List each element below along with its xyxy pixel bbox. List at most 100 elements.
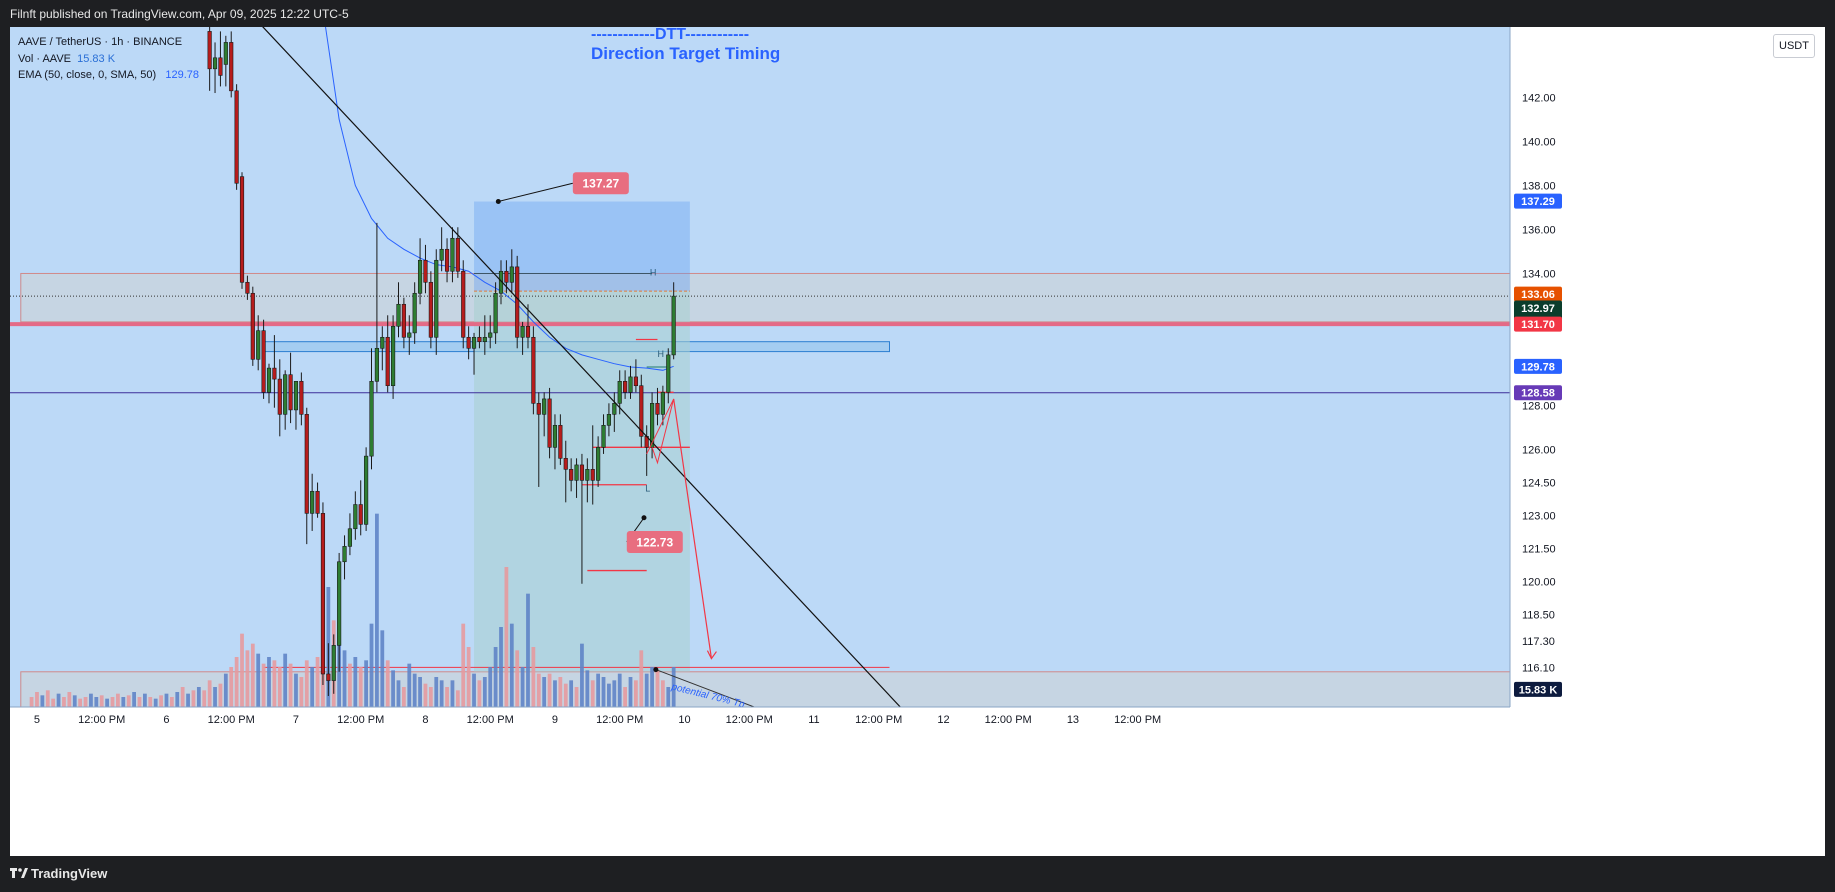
volume-bar [159,695,163,707]
volume-bar [536,673,541,707]
volume-bar [51,698,56,707]
candle-body [482,336,487,342]
volume-bar [143,693,147,707]
dtt-title: Direction Target Timing [591,44,781,63]
zone-demand [20,671,1510,707]
volume-bar [213,687,217,707]
candle-body [509,266,514,283]
volume-bar [99,695,104,707]
volume-bar [493,647,498,707]
price-badge-text-2: 132.97 [1521,303,1555,315]
price-tick-label: 123.00 [1522,511,1556,523]
volume-bar [121,697,126,707]
volume-bar [223,673,228,707]
target-badge-text-0: 137.27 [582,177,619,191]
symbol-title[interactable]: AAVE / TetherUS · 1h · BINANCE [18,36,183,48]
volume-bar [542,677,547,707]
target-dot-lower [641,515,647,521]
candle-body [380,336,385,349]
candle-body [590,469,595,481]
candle-body [660,392,665,415]
time-tick-label: 9 [552,714,558,726]
volume-bar [45,690,50,707]
candle-body [358,504,363,525]
volume-bar [569,680,574,707]
candle-body [569,469,574,481]
volume-bar [175,692,180,707]
candle-body [671,295,676,356]
volume-bar [482,677,487,707]
candle-body [218,57,223,76]
target-leader-upper [498,182,573,202]
volume-bar [515,650,520,707]
price-badge-text-4: 129.78 [1521,361,1555,373]
volume-bar [553,680,557,707]
candle-body [547,398,552,448]
chart-legend: AAVE / TetherUS · 1h · BINANCE Vol · AAV… [18,34,199,84]
volume-bar [83,697,88,707]
volume-bar [304,660,309,707]
volume-bar [617,673,622,707]
volume-bar [153,698,158,707]
candle-body [434,259,439,338]
candle-body [283,374,288,415]
volume-bar [94,697,99,707]
candle-body [552,425,558,448]
volume-bar [348,663,352,707]
volume-bar [488,667,493,707]
volume-bar [78,698,83,707]
candle-body [525,325,531,338]
candle-body [444,248,450,272]
currency-button[interactable]: USDT [1773,34,1815,58]
volume-bar [418,677,422,707]
candle-body [391,325,396,387]
volume-bar [574,687,579,707]
price-tick-label: 118.50 [1522,610,1555,622]
volume-bar [283,653,288,707]
candle-body [212,57,218,70]
volume-bar [116,693,120,707]
volume-bar [423,683,428,707]
volume-bar [585,670,590,707]
volume-bar [180,687,185,707]
level-letter-2: L [645,483,650,493]
time-tick-label: 12:00 PM [78,714,125,726]
candle-body [234,90,239,184]
candle-body [256,330,261,360]
candle-body [488,332,493,338]
volume-bar [89,693,93,707]
volume-bar [455,690,460,707]
projection-zigzag [646,398,675,465]
price-badge-1 [1514,286,1562,302]
time-tick-label: 12 [937,714,949,726]
volume-bar [563,683,568,707]
chart-canvas[interactable]: potential 70% Tp137.27122.73HHL142.00140… [10,27,1825,856]
publish-header-text: Filnft published on TradingView.com, Apr… [10,7,349,21]
target-dot-upper [495,199,501,205]
candle-body [455,237,460,272]
volume-bar [110,697,115,707]
volume-bar [596,673,601,707]
tradingview-logo-text: TradingView [31,866,108,881]
volume-bar [62,697,66,707]
volume-bar [407,663,412,707]
volume-bar [385,660,390,707]
trendline [262,27,901,707]
volume-bar [391,670,395,707]
volume-bar [40,695,45,707]
price-tick-label: 128.00 [1522,401,1556,413]
price-badge-text-3: 131.70 [1521,319,1555,331]
candle-body [364,455,369,525]
candle-body [633,376,638,387]
price-badge-text-6: 15.83 K [1519,684,1558,696]
candle-body [412,292,417,334]
tradingview-logo[interactable]: TradingView [10,866,107,881]
candle-body [606,414,612,426]
candle-body [347,528,353,547]
price-tick-label: 138.00 [1522,180,1556,192]
volume-bar [623,687,627,707]
candle-body [579,464,585,481]
volume-bar [547,673,552,707]
chart-area[interactable]: potential 70% Tp 137.27 122.73 H H L 142.00 140… [10,27,1825,856]
volume-bar [72,695,77,707]
